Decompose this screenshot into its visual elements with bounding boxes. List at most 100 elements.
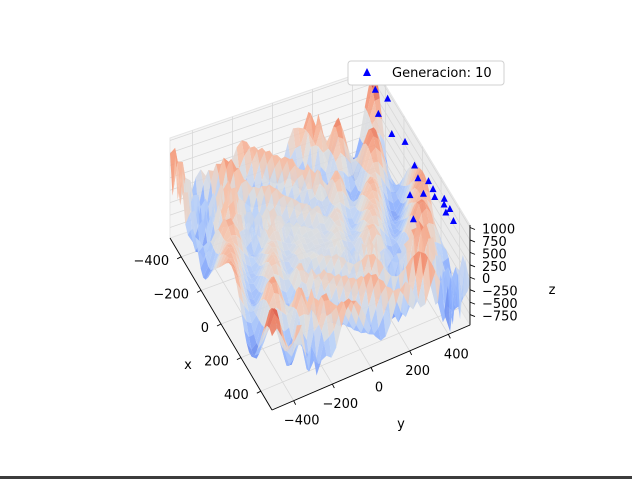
surface-facet [200, 210, 209, 243]
surface-facet [385, 184, 394, 204]
surface-facet [248, 283, 257, 293]
surface-facet [268, 217, 277, 233]
surface-facet [419, 200, 427, 214]
surface-facet [334, 238, 342, 253]
surface-facet [246, 300, 254, 312]
surface-facet [384, 232, 392, 247]
surface-facet [286, 341, 295, 357]
surface-facet [246, 288, 254, 300]
surface-facet [338, 302, 347, 328]
population-marker [429, 185, 437, 193]
surface-facet [316, 212, 325, 224]
surface-facet [336, 225, 345, 234]
surface-facet [336, 301, 344, 316]
surface-facet [258, 261, 267, 277]
surface-facet [390, 210, 398, 218]
surface-facet [313, 113, 321, 146]
surface-facet [279, 224, 287, 240]
surface-facet [401, 216, 410, 234]
y-tick-mark [293, 400, 297, 405]
surface-facet [281, 264, 289, 275]
surface-facet [402, 193, 411, 213]
x-tick-mark [216, 323, 222, 327]
surface-facet [404, 214, 412, 234]
surface-facet [261, 244, 269, 254]
y-tick-mark [370, 367, 374, 372]
surface-facet [297, 174, 305, 195]
surface-facet [314, 231, 322, 239]
surface-facet [304, 256, 312, 271]
surface-facet [268, 256, 277, 267]
surface-facet [294, 239, 302, 246]
surface-facet [400, 294, 409, 317]
surface-facet [296, 222, 305, 228]
surface-facet [241, 313, 249, 338]
surface-facet [351, 230, 360, 240]
surface-plot [170, 68, 470, 376]
surface-facet [304, 225, 312, 232]
surface-facet [208, 247, 216, 271]
surface-facet [261, 254, 269, 267]
surface-facet [376, 215, 385, 233]
surface-facet [402, 203, 410, 220]
surface-facet [356, 275, 364, 291]
surface-facet [418, 276, 426, 308]
surface-facet [354, 211, 363, 225]
surface-facet [226, 188, 234, 217]
surface-facet [210, 253, 219, 271]
surface-facet [291, 309, 300, 343]
surface-facet [367, 162, 376, 175]
surface-facet [331, 238, 340, 249]
surface-facet [326, 219, 335, 232]
surface-facet [361, 254, 369, 274]
surface-facet [346, 246, 355, 264]
surface-facet [393, 198, 401, 212]
surface-facet [371, 273, 379, 289]
surface-facet [241, 257, 249, 274]
surface-facet [306, 251, 315, 257]
surface-facet [261, 278, 269, 294]
surface-facet [377, 205, 385, 223]
surface-facet [253, 253, 262, 262]
surface-facet [369, 207, 377, 216]
surface-facet [203, 266, 211, 280]
surface-facet [324, 178, 333, 197]
surface-facet [420, 251, 428, 277]
surface-facet [354, 236, 362, 254]
population-marker [401, 137, 409, 145]
surface-facet [342, 211, 350, 226]
surface-facet [281, 289, 289, 304]
surface-facet [263, 281, 272, 301]
surface-facet [347, 218, 355, 226]
surface-facet [323, 299, 332, 317]
surface-facet [358, 307, 367, 328]
surface-facet [382, 213, 390, 232]
surface-facet [356, 228, 365, 240]
surface-facet [309, 234, 317, 242]
surface-facet [172, 156, 181, 206]
surface-facet [210, 229, 219, 248]
surface-facet [208, 163, 217, 182]
surface-facet [326, 231, 335, 242]
surface-facet [294, 246, 302, 256]
surface-facet [296, 262, 304, 271]
surface-facet [273, 241, 282, 254]
surface-facet [311, 256, 320, 271]
surface-facet [295, 145, 304, 170]
legend-triangle-icon [363, 68, 371, 76]
surface-facet [283, 279, 292, 293]
surface-facet [316, 253, 325, 265]
surface-facet [231, 158, 239, 173]
surface-facet [284, 350, 292, 366]
surface-facet [413, 298, 421, 310]
surface-facet [334, 208, 343, 216]
surface-facet [311, 268, 319, 281]
surface-facet [284, 171, 293, 200]
surface-facet [223, 242, 232, 248]
surface-facet [409, 188, 418, 204]
surface-facet [400, 198, 408, 216]
surface-facet [281, 253, 289, 263]
surface-facet [322, 179, 331, 189]
y-tick-label: 400 [444, 347, 469, 362]
surface-facet [218, 238, 226, 255]
